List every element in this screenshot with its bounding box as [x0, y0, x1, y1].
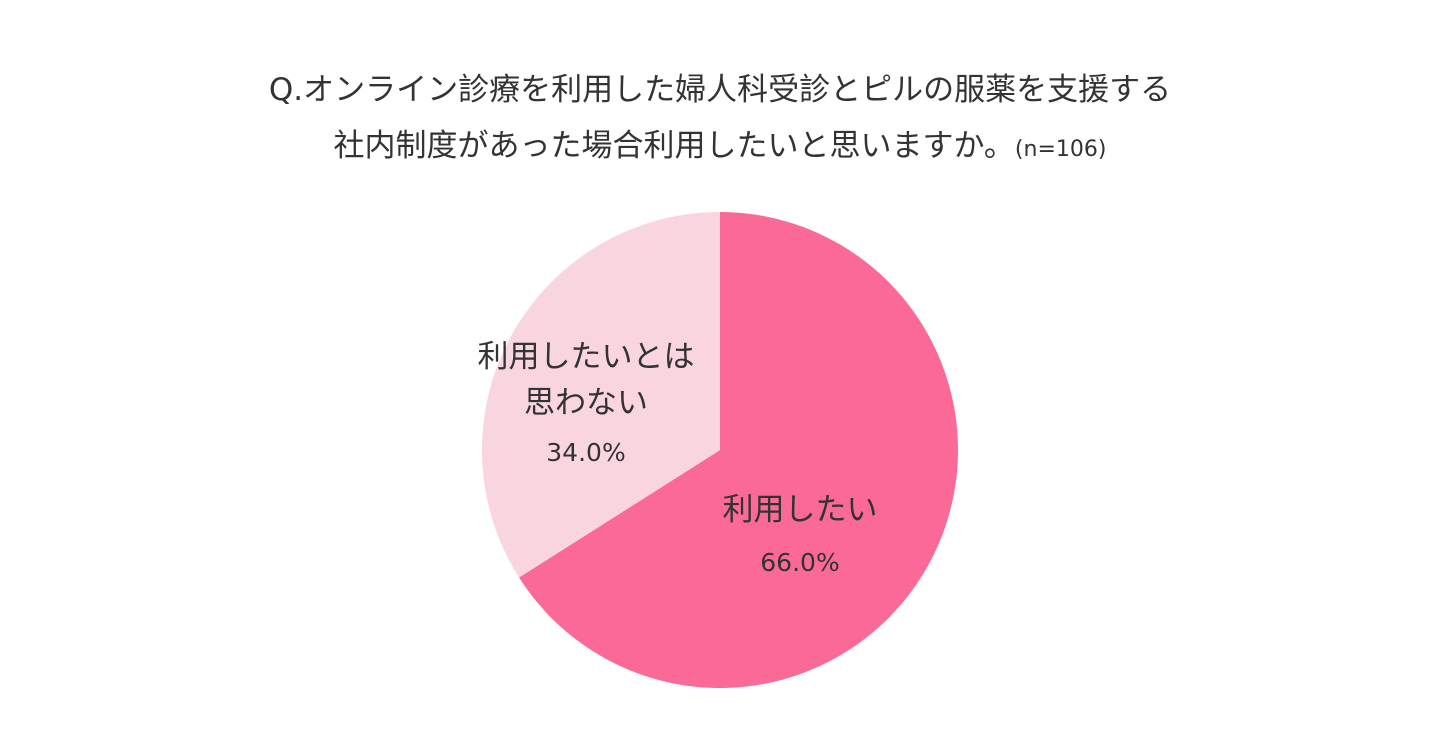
sample-size: (n=106)	[1014, 137, 1107, 162]
pie-slices	[482, 212, 958, 688]
chart-title-text-2: 社内制度があった場合利用したいと思いますか。	[333, 128, 1015, 164]
slice-label-2-line-1: 利用したいとは	[478, 339, 695, 375]
chart-title-line-1: Q.オンライン診療を利用した婦人科受診とピルの服薬を支援する	[0, 64, 1440, 116]
chart-title-text-1: Q.オンライン診療を利用した婦人科受診とピルの服薬を支援する	[268, 72, 1172, 108]
slice-value-label-1: 66.0%	[760, 548, 839, 577]
slice-label-1: 利用したい	[723, 492, 878, 528]
pie-slice-2	[482, 212, 720, 578]
slice-label-group-1: 利用したい 66.0%	[723, 492, 878, 577]
slice-value-label-2: 34.0%	[546, 438, 625, 467]
slice-label-2-line-2: 思わない	[524, 385, 648, 421]
slice-label-group-2: 利用したいとは 思わない 34.0%	[478, 339, 695, 467]
pie-slice-1	[519, 212, 958, 688]
chart-title-line-2: 社内制度があった場合利用したいと思いますか。(n=106)	[0, 120, 1440, 176]
